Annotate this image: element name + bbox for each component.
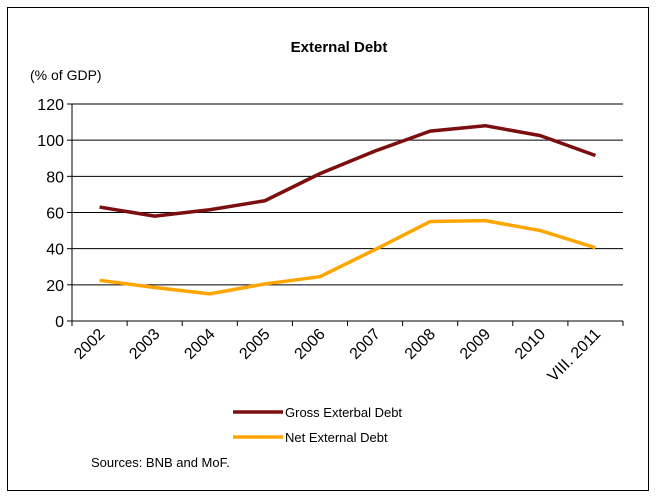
- chart-title: External Debt: [291, 39, 388, 56]
- y-tick-label: 60: [46, 206, 64, 223]
- x-tick-label: 2004: [181, 326, 218, 363]
- y-tick-label: 120: [37, 97, 64, 114]
- x-tick-label: 2009: [457, 326, 494, 363]
- legend-label: Gross Exterbal Debt: [285, 405, 402, 420]
- y-tick-label: 80: [46, 169, 64, 186]
- legend-label: Net External Debt: [285, 430, 388, 445]
- x-tick-label: 2003: [126, 326, 163, 363]
- y-tick-label: 40: [46, 242, 64, 259]
- x-tick-label: 2006: [292, 326, 329, 363]
- series-line-gross-external-debt: [99, 123, 597, 218]
- y-tick-label: 20: [46, 278, 64, 295]
- y-tick-label: 100: [37, 133, 64, 150]
- x-tick-label: VIII. 2011: [545, 326, 605, 386]
- y-tick-label: 0: [55, 314, 64, 331]
- x-tick-label: 2002: [71, 326, 108, 363]
- x-tick-label: 2010: [512, 326, 549, 363]
- source-note: Sources: BNB and MoF.: [91, 455, 230, 470]
- y-axis-label: (% of GDP): [30, 67, 102, 83]
- x-tick-label: 2005: [236, 326, 273, 363]
- series-line-net-external-debt: [99, 218, 596, 296]
- x-tick-label: 2008: [402, 326, 439, 363]
- x-tick-label: 2007: [347, 326, 384, 363]
